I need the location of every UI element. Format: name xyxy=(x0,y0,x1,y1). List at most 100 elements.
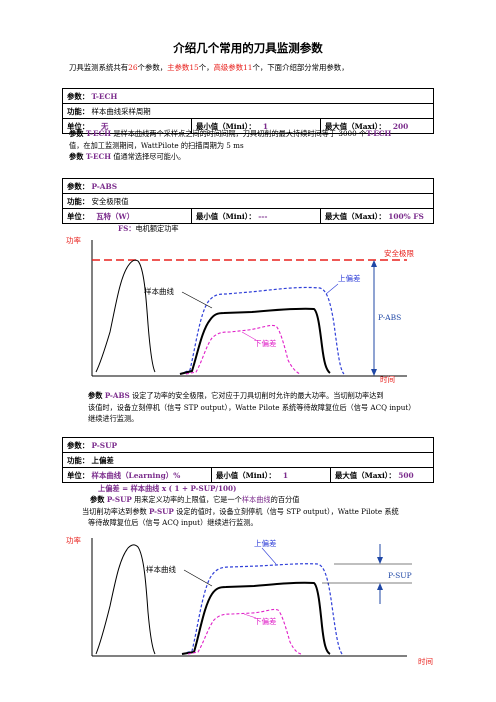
tech-func-row: 功能： 样本曲线采样周期 xyxy=(62,103,434,119)
psup-chart: 功率 时间 样本曲线 上偏差 下偏差 P-SUP xyxy=(66,535,433,666)
tech-description: 参数 T-ECH 是样本曲线两个采样点之间的时间间隔，刀具切削的最大持续时间等于… xyxy=(69,128,391,163)
tech-unit-label: 单位： xyxy=(67,121,90,131)
pabs-lower-deviation-curve xyxy=(185,324,301,375)
pabs-param-table: 参数： P-ABS 功能： 安全极限值 单位： 瓦特（W） 最小值（Mini）：… xyxy=(62,178,434,224)
desc-param: P-SUP xyxy=(106,495,132,504)
psup-param-chart-label: P-SUP xyxy=(388,571,412,580)
desc-text: 值，在加工监测期间，WattPilote 的扫描周期为 5 ms xyxy=(69,140,244,150)
psup-param-value: P-SUP xyxy=(91,440,118,450)
pabs-func-value: 安全极限值 xyxy=(91,196,129,206)
desc-param: P-SUP xyxy=(148,506,174,516)
psup-max-label: 最大值（Maxi）： xyxy=(335,470,396,480)
tech-unit-cell: 单位： 无 xyxy=(62,118,192,134)
pabs-param-label: 参数： xyxy=(67,181,90,191)
psup-unit-cell: 单位： 样本曲线（Learning）% xyxy=(62,467,212,483)
pabs-func-row: 功能： 安全极限值 xyxy=(62,193,434,209)
tech-min-cell: 最小值（Mini）： 1 xyxy=(191,118,321,134)
tech-desc-line: 参数 T-ECH 是样本曲线两个采样点之间的时间间隔，刀具切削的最大持续时间等于… xyxy=(69,128,391,140)
intro-part: 个， xyxy=(198,63,214,72)
psup-min-cell: 最小值（Mini）： 1 xyxy=(211,467,331,483)
pabs-sample-label: 样本曲线 xyxy=(144,286,174,296)
psup-param-label: 参数： xyxy=(67,440,90,450)
intro-part: 刀具监测系统共有 xyxy=(69,63,129,72)
psup-param-table: 参数： P-SUP 功能： 上偏差 单位： 样本曲线（Learning）% 最小… xyxy=(62,437,434,483)
intro-main-params: 主参数 xyxy=(167,63,190,72)
psup-lower-deviation-curve xyxy=(187,608,303,655)
tech-param-value: T-ECH xyxy=(91,91,118,101)
pabs-upper-deviation-curve xyxy=(179,286,345,375)
psup-lower-pointer xyxy=(243,613,257,619)
pabs-fs-key: FS： xyxy=(118,224,136,233)
psup-max-value: 500 xyxy=(398,470,414,480)
pabs-param-value: P-ABS xyxy=(91,181,118,191)
psup-upper-deviation-curve xyxy=(181,563,343,655)
psup-description: 参数 P-SUP 用来定义功率的上限值，它是一个样本曲线的百分值 当切削功率达到… xyxy=(82,494,399,529)
pabs-y-axis-label: 功率 xyxy=(66,235,81,245)
psup-desc-line: 当切削功率达到参数 P-SUP 设定的值时，设备立刻停机（信号 STP outp… xyxy=(82,506,399,518)
desc-param: P-ABS xyxy=(104,391,130,400)
psup-arrow-head-bottom xyxy=(377,583,383,590)
intro-part: 个参数， xyxy=(137,63,168,72)
pabs-sample-pointer xyxy=(181,291,213,309)
pabs-x-axis-label: 时间 xyxy=(380,374,395,384)
pabs-fs-text: 电机额定功率 xyxy=(135,224,179,233)
intro-main-count: 15 xyxy=(189,63,199,72)
desc-param: T-ECH xyxy=(85,129,112,138)
tech-min-label: 最小值（Mini）： xyxy=(196,121,256,131)
psup-y-axis-label: 功率 xyxy=(66,535,81,545)
intro-text: 刀具监测系统共有26个参数，主参数15个，高级参数11个，下面介绍部分常用参数， xyxy=(69,62,349,73)
pabs-spike-curve xyxy=(95,259,156,373)
psup-func-row: 功能： 上偏差 xyxy=(62,452,434,468)
pabs-upper-label: 上偏差 xyxy=(338,273,361,283)
pabs-func-label: 功能： xyxy=(67,196,90,206)
psup-upper-label: 上偏差 xyxy=(254,538,277,548)
intro-adv-params: 高级参数 xyxy=(213,63,244,72)
pabs-lower-pointer xyxy=(241,331,257,341)
pabs-chart: 功率 时间 样本曲线 上偏差 下偏差 安全极限 P-ABS xyxy=(66,235,414,384)
desc-text: 是样本曲线两个采样点之间的时间间隔，刀具切削的最大持续时间等于 3000 个 xyxy=(111,129,367,138)
psup-param-row: 参数： P-SUP xyxy=(62,437,434,453)
pabs-arrow-head-bottom xyxy=(371,369,377,376)
intro-part: 个，下面介绍部分常用参数， xyxy=(252,63,349,72)
psup-arrow-head-top xyxy=(377,557,383,564)
desc-text: 用来定义功率的上限值，它是一个 xyxy=(131,495,242,504)
psup-sample-pointer xyxy=(183,569,213,587)
tech-min-value: 1 xyxy=(262,121,269,131)
pabs-min-cell: 最小值（Mini）： --- xyxy=(191,208,321,224)
tech-max-label: 最大值（Maxi）： xyxy=(325,121,386,131)
pabs-upper-pointer xyxy=(325,283,339,295)
psup-func-label: 功能： xyxy=(67,455,90,465)
pabs-max-label: 最大值（Maxi）： xyxy=(325,211,386,221)
tech-param-row: 参数： T-ECH xyxy=(62,88,434,104)
intro-total-count: 26 xyxy=(128,63,138,72)
intro-adv-count: 11 xyxy=(243,63,253,72)
pabs-max-cell: 最大值（Maxi）： 100% FS xyxy=(320,208,434,224)
psup-min-label: 最小值（Mini）： xyxy=(216,470,276,480)
pabs-limit-label: 安全极限 xyxy=(384,248,414,258)
desc-text: 继续进行监测。 xyxy=(88,414,139,423)
tech-func-label: 功能： xyxy=(67,106,90,116)
pabs-sample-curve xyxy=(179,307,331,375)
psup-func-value: 上偏差 xyxy=(91,455,114,465)
desc-param: T-ECH xyxy=(85,152,112,161)
desc-highlight: 样本曲线 xyxy=(241,495,271,504)
tech-desc-line: 参数 T-ECH 值通常选择尽可能小。 xyxy=(69,151,391,163)
psup-unit-label: 单位： xyxy=(67,470,90,480)
pabs-lower-label: 下偏差 xyxy=(254,338,277,348)
pabs-unit-cell: 单位： 瓦特（W） xyxy=(62,208,192,224)
desc-text: 等待故障复位后（信号 ACQ input）继续进行监测。 xyxy=(88,518,258,527)
desc-text: 该值时，设备立刻停机（信号 STP output），Watte Pilote 系… xyxy=(88,402,416,412)
psup-spike-curve xyxy=(95,544,156,655)
desc-text: 当切削功率达到参数 xyxy=(82,506,149,516)
psup-formula: 上偏差 = 样本曲线 x ( 1 + P-SUP/100) xyxy=(98,484,237,493)
pabs-desc-line: 该值时，设备立刻停机（信号 STP output），Watte Pilote 系… xyxy=(88,402,416,414)
desc-text: 值通常选择尽可能小。 xyxy=(111,152,186,161)
pabs-description: 参数 P-ABS 设定了功率的安全极限，它对应于刀具切削时允许的最大功率。当切削… xyxy=(88,390,416,425)
tech-desc-line: 值，在加工监测期间，WattPilote 的扫描周期为 5 ms xyxy=(69,140,391,152)
page-title: 介绍几个常用的刀具监测参数 xyxy=(173,41,323,55)
psup-lower-label: 下偏差 xyxy=(254,616,277,626)
tech-unit-value: 无 xyxy=(100,121,109,131)
tech-max-cell: 最大值（Maxi）： 200 xyxy=(320,118,434,134)
psup-desc-line: 等待故障复位后（信号 ACQ input）继续进行监测。 xyxy=(82,517,399,529)
pabs-max-value: 100% FS xyxy=(388,211,424,221)
